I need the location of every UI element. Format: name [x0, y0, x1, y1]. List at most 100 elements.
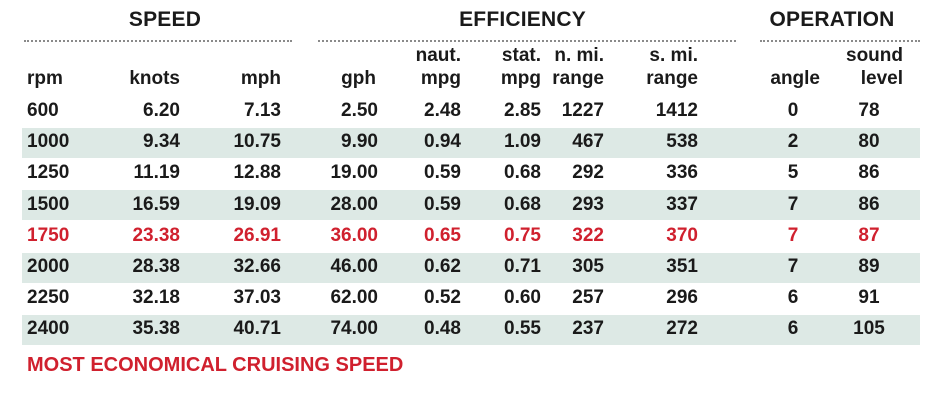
cell-s-mi-range: 351 [666, 256, 698, 277]
cell-naut-mpg: 0.94 [424, 131, 461, 153]
column-header-line1 [129, 44, 180, 67]
cell-rpm: 2250 [27, 287, 70, 309]
column-header-line2: mpg [420, 68, 461, 89]
cell-mph: 37.03 [233, 287, 281, 309]
column-header-line2: range [552, 68, 604, 89]
cell-s-mi-range: 336 [666, 162, 698, 184]
column-header-line1: naut. [415, 45, 461, 66]
cell-rpm: 1000 [27, 131, 70, 153]
footnote: MOST ECONOMICAL CRUISING SPEED [27, 354, 404, 376]
cell-stat-mpg: 2.85 [504, 100, 541, 121]
column-header-line2: mph [240, 68, 281, 89]
column-header-line2: rpm [27, 68, 63, 89]
cell-angle: 2 [787, 131, 799, 153]
column-header-rpm: rpm [27, 44, 63, 90]
cell-stat-mpg: 0.68 [504, 162, 541, 184]
cell-knots: 32.18 [132, 287, 180, 309]
group-header-speed: SPEED [128, 8, 202, 31]
cell-angle: 0 [787, 100, 799, 121]
row-stripe [22, 252, 920, 283]
cell-s-mi-range: 337 [666, 193, 698, 215]
column-header-line1 [27, 44, 63, 67]
cell-stat-mpg: 0.75 [504, 224, 541, 246]
efficiency-divider [318, 40, 736, 42]
cell-s-mi-range: 370 [666, 224, 698, 246]
cell-sound-level: 89 [858, 256, 880, 277]
column-header-angle: angle [770, 44, 820, 90]
cell-gph: 74.00 [330, 318, 378, 340]
cell-knots: 35.38 [132, 318, 180, 340]
cell-angle: 6 [787, 318, 799, 340]
cell-sound-level: 91 [858, 287, 880, 309]
cell-stat-mpg: 1.09 [504, 131, 541, 153]
cell-n-mi-range: 467 [572, 131, 604, 153]
cell-gph: 62.00 [330, 287, 378, 309]
cell-naut-mpg: 0.65 [424, 224, 461, 246]
row-stripe [22, 127, 920, 158]
cell-naut-mpg: 0.59 [424, 162, 461, 184]
cell-mph: 7.13 [244, 100, 281, 121]
cell-angle: 7 [787, 193, 799, 215]
cell-n-mi-range: 292 [572, 162, 604, 184]
cell-gph: 2.50 [341, 100, 378, 121]
cell-s-mi-range: 272 [666, 318, 698, 340]
cell-angle: 7 [787, 224, 799, 246]
cell-gph: 9.90 [341, 131, 378, 153]
cell-naut-mpg: 0.48 [424, 318, 461, 340]
column-header-line2: knots [129, 68, 180, 89]
column-header-line1 [341, 44, 376, 67]
cell-n-mi-range: 293 [572, 193, 604, 215]
cell-s-mi-range: 296 [666, 287, 698, 309]
operation-divider [760, 40, 920, 42]
column-header-line1: stat. [501, 45, 541, 66]
cell-s-mi-range: 538 [666, 131, 698, 153]
cell-n-mi-range: 322 [572, 224, 604, 246]
cell-sound-level: 86 [858, 162, 880, 184]
cell-knots: 16.59 [132, 193, 180, 215]
column-header-s-mi-range: s. mi. range [646, 44, 698, 90]
cell-rpm: 1250 [27, 162, 70, 184]
cell-sound-level: 87 [858, 224, 880, 246]
column-header-line1 [770, 44, 820, 67]
column-header-line2: mpg [500, 68, 541, 89]
column-header-line1: sound [846, 45, 903, 66]
cell-naut-mpg: 0.52 [424, 287, 461, 309]
cell-mph: 32.66 [233, 256, 281, 277]
cell-gph: 28.00 [330, 193, 378, 215]
cell-gph: 36.00 [330, 224, 378, 246]
column-header-line1: s. mi. [649, 45, 698, 66]
cell-naut-mpg: 0.62 [424, 256, 461, 277]
column-header-line1: n. mi. [554, 45, 604, 66]
cell-knots: 6.20 [143, 100, 180, 121]
column-header-stat-mpg: stat. mpg [501, 44, 541, 90]
cell-rpm: 600 [27, 100, 59, 121]
column-header-line2: angle [770, 68, 820, 89]
cell-mph: 40.71 [233, 318, 281, 340]
cell-gph: 46.00 [330, 256, 378, 277]
cell-sound-level: 78 [858, 100, 880, 121]
cell-stat-mpg: 0.71 [504, 256, 541, 277]
cell-rpm: 1500 [27, 193, 70, 215]
cell-mph: 10.75 [233, 131, 281, 153]
column-header-line2: range [646, 68, 698, 89]
cell-knots: 11.19 [133, 162, 181, 184]
cell-knots: 28.38 [132, 256, 180, 277]
cell-gph: 19.00 [330, 162, 378, 184]
cell-n-mi-range: 257 [572, 287, 604, 309]
cell-stat-mpg: 0.60 [504, 287, 541, 309]
cell-rpm: 1750 [27, 224, 70, 246]
row-stripe [22, 314, 920, 345]
column-header-gph: gph [341, 44, 376, 90]
column-header-line1 [241, 44, 281, 67]
cell-rpm: 2000 [27, 256, 70, 277]
speed-divider [24, 40, 292, 42]
cell-rpm: 2400 [27, 318, 70, 340]
column-header-line2: level [860, 68, 903, 89]
cell-n-mi-range: 237 [572, 318, 604, 340]
cell-n-mi-range: 1227 [561, 100, 604, 121]
cell-sound-level: 80 [858, 131, 880, 153]
cell-angle: 7 [787, 256, 799, 277]
cell-naut-mpg: 0.59 [424, 193, 461, 215]
cell-angle: 6 [787, 287, 799, 309]
column-header-line2: gph [341, 68, 376, 89]
